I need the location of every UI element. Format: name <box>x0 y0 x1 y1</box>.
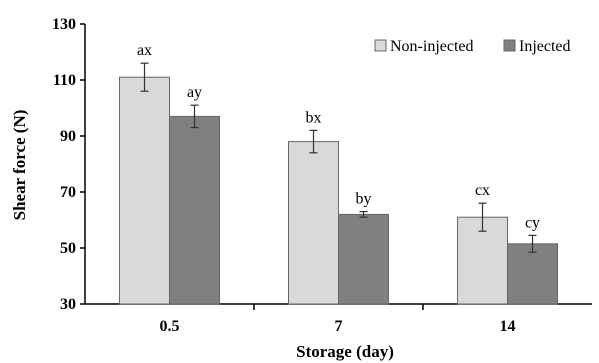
y-axis-title: Shear force (N) <box>10 110 29 221</box>
legend-swatch <box>374 39 387 52</box>
data-label: cy <box>525 214 540 231</box>
y-tick-label: 70 <box>60 184 76 201</box>
y-tick-label: 130 <box>52 16 76 33</box>
y-tick-label: 90 <box>60 128 76 145</box>
labels: ax ay bx by cx cy <box>137 42 540 231</box>
x-tick-label: 14 <box>500 318 516 335</box>
bars <box>119 62 558 305</box>
y-tick-label: 110 <box>53 72 76 89</box>
legend: Non-injected Injected <box>374 38 571 55</box>
bar <box>288 141 339 305</box>
bar <box>119 76 170 305</box>
bar <box>338 213 389 305</box>
data-label: bx <box>306 109 322 126</box>
y-tick-label: 50 <box>60 240 76 257</box>
legend-swatch <box>503 39 516 52</box>
data-label: by <box>356 191 372 208</box>
x-tick-label: 0.5 <box>160 318 180 335</box>
bar <box>169 115 220 305</box>
data-label: cx <box>475 182 490 199</box>
data-label: ax <box>137 42 152 59</box>
legend-label: Injected <box>519 38 571 55</box>
x-tick-label: 7 <box>335 318 343 335</box>
y-tick-label: 30 <box>60 296 76 313</box>
bar <box>507 243 558 305</box>
data-label: ay <box>187 84 202 101</box>
legend-label: Non-injected <box>390 38 474 55</box>
x-axis-title: Storage (day) <box>296 342 394 361</box>
